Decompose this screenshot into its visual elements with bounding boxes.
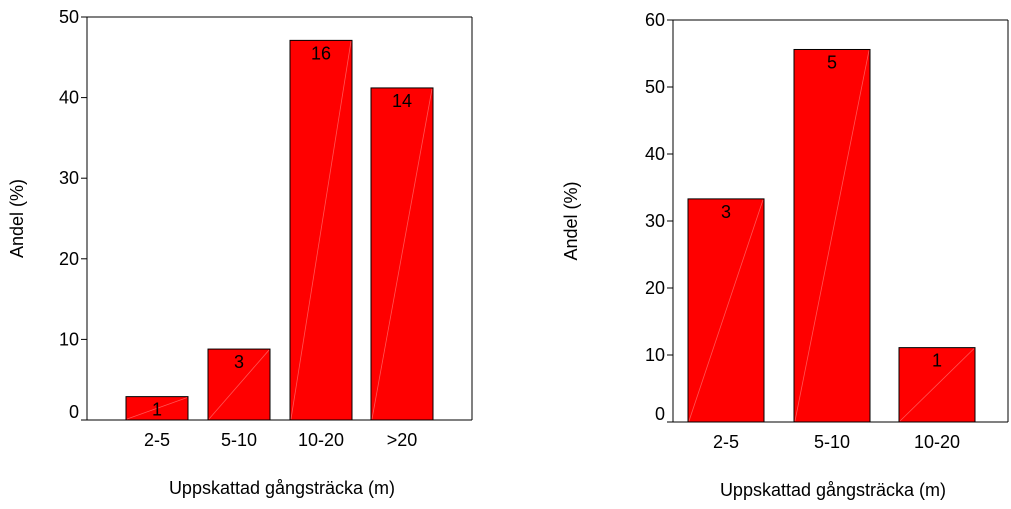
- chart-2: 0 10 20 30 40 50 60 3 2-5 5 5-10 1 10-20 Andel (%) Upp…: [561, 10, 1009, 500]
- bar-highlight: [126, 397, 188, 420]
- y-tick-label: 20: [645, 278, 665, 298]
- bar-highlight: [371, 88, 433, 420]
- y-tick-label: 50: [59, 7, 79, 27]
- x-axis-title: Uppskattad gångsträcka (m): [169, 478, 395, 498]
- bar-data-label: 1: [932, 351, 942, 371]
- chart-1: 0 10 20 30 40 50 1 2-5 3 5-10 16 10-20 14 >20 Andel (%…: [7, 7, 473, 498]
- y-tick-label: 40: [59, 88, 79, 108]
- y-tick-label: 20: [59, 249, 79, 269]
- x-tick-label: >20: [387, 430, 418, 450]
- bar-highlight: [688, 199, 764, 422]
- bar-data-label: 1: [152, 400, 162, 420]
- y-axis-title: Andel (%): [561, 181, 581, 260]
- y-tick-label: 0: [69, 402, 79, 422]
- bar-data-label: 3: [234, 352, 244, 372]
- x-tick-label: 5-10: [814, 432, 850, 452]
- y-tick-label: 10: [645, 345, 665, 365]
- x-tick-label: 2-5: [713, 432, 739, 452]
- x-tick-label: 2-5: [144, 430, 170, 450]
- bar-highlight: [794, 50, 870, 422]
- bar-data-label: 16: [311, 43, 331, 63]
- y-tick-label: 40: [645, 144, 665, 164]
- y-tick-label: 30: [59, 168, 79, 188]
- bar-highlight: [899, 348, 975, 422]
- x-tick-label: 10-20: [914, 432, 960, 452]
- x-tick-label: 10-20: [298, 430, 344, 450]
- bar-highlight: [290, 41, 352, 420]
- y-tick-label: 50: [645, 77, 665, 97]
- y-tick-label: 0: [655, 404, 665, 424]
- y-tick-label: 10: [59, 329, 79, 349]
- x-axis-title: Uppskattad gångsträcka (m): [720, 480, 946, 500]
- x-tick-label: 5-10: [221, 430, 257, 450]
- y-axis-title: Andel (%): [7, 179, 27, 258]
- bar-data-label: 3: [721, 202, 731, 222]
- bar-data-label: 14: [392, 91, 412, 111]
- y-tick-label: 30: [645, 211, 665, 231]
- bar-data-label: 5: [827, 52, 837, 72]
- bar-highlight: [208, 349, 270, 420]
- y-tick-label: 60: [645, 10, 665, 30]
